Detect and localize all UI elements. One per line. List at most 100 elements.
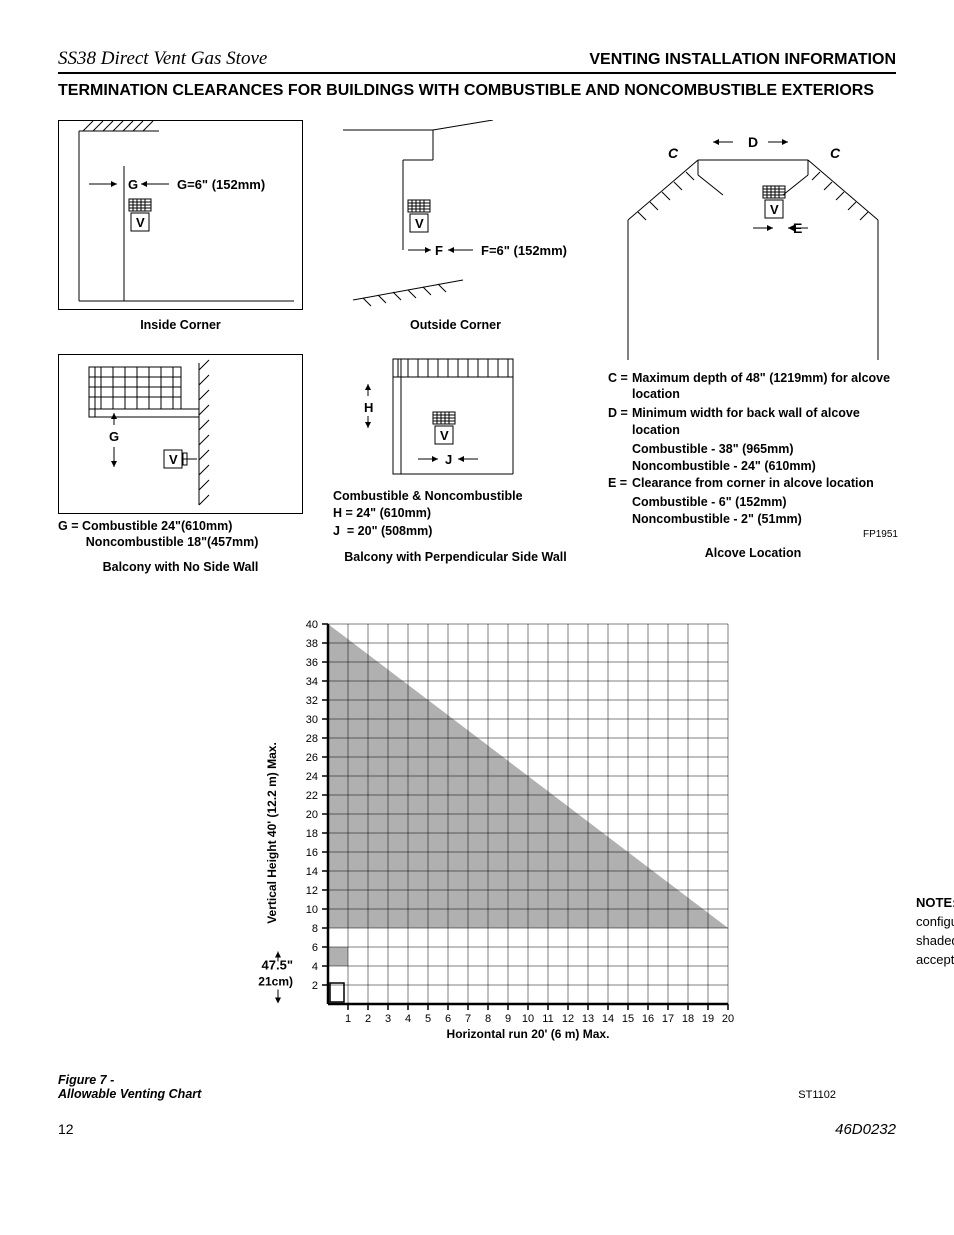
svg-text:17: 17 — [662, 1013, 674, 1025]
chart-caption: Figure 7 - Allowable Venting Chart — [58, 1073, 201, 1101]
svg-text:38: 38 — [306, 638, 318, 650]
svg-text:4: 4 — [405, 1013, 411, 1025]
svg-text:J: J — [445, 452, 452, 467]
section-title: VENTING INSTALLATION INFORMATION — [589, 51, 896, 69]
svg-text:6: 6 — [312, 942, 318, 954]
svg-text:8: 8 — [312, 923, 318, 935]
svg-text:14: 14 — [602, 1013, 614, 1025]
svg-text:32: 32 — [306, 695, 318, 707]
svg-text:10: 10 — [306, 904, 318, 916]
chart-section: 2468101214161820222426283032343638401234… — [58, 614, 896, 1101]
fig-balcony-no-sidewall: G V — [58, 354, 303, 514]
svg-text:2: 2 — [312, 980, 318, 992]
svg-text:10: 10 — [522, 1013, 534, 1025]
main-heading: TERMINATION CLEARANCES FOR BUILDINGS WIT… — [58, 80, 896, 102]
svg-text:V: V — [770, 202, 779, 217]
venting-chart-svg: 2468101214161820222426283032343638401234… — [258, 614, 738, 1054]
svg-text:1: 1 — [345, 1013, 351, 1025]
doc-number: 46D0232 — [835, 1121, 896, 1138]
svg-text:G=6" (152mm): G=6" (152mm) — [177, 177, 265, 192]
svg-text:C: C — [668, 145, 679, 161]
page-footer: 12 46D0232 — [58, 1121, 896, 1138]
svg-text:18: 18 — [306, 828, 318, 840]
svg-text:F=6" (152mm): F=6" (152mm) — [481, 243, 567, 258]
page-number: 12 — [58, 1121, 74, 1137]
spec-e2: Combustible - 6" (152mm) — [632, 494, 898, 511]
svg-text:34: 34 — [306, 676, 318, 688]
svg-text:12: 12 — [306, 885, 318, 897]
svg-text:Horizontal run 20' (6 m) Max.: Horizontal run 20' (6 m) Max. — [447, 1027, 610, 1041]
svg-text:28: 28 — [306, 733, 318, 745]
svg-text:26: 26 — [306, 752, 318, 764]
svg-text:Vertical Height 40' (12.2 m) M: Vertical Height 40' (12.2 m) Max. — [265, 742, 279, 924]
fig-outside-corner: V F F=6" (152mm) — [333, 120, 578, 310]
svg-text:16: 16 — [306, 847, 318, 859]
svg-text:D: D — [748, 134, 758, 150]
balcony-no-caption: Balcony with No Side Wall — [58, 560, 303, 574]
alcove-svg: C C D V E — [608, 120, 898, 370]
svg-text:12: 12 — [562, 1013, 574, 1025]
svg-text:7: 7 — [465, 1013, 471, 1025]
svg-text:G: G — [128, 177, 138, 192]
svg-text:V: V — [440, 428, 449, 443]
svg-text:8: 8 — [485, 1013, 491, 1025]
outside-corner-caption: Outside Corner — [333, 318, 578, 332]
col-left: G G=6" (152mm) V Inside Corner — [58, 120, 303, 575]
svg-text:(121cm): (121cm) — [258, 975, 293, 989]
alcove-figref: FP1951 — [608, 529, 898, 540]
diagrams-row: G G=6" (152mm) V Inside Corner — [58, 120, 896, 575]
col-right: C C D V E C =Maxi — [608, 120, 898, 575]
svg-text:22: 22 — [306, 790, 318, 802]
spec-e1: Clearance from corner in alcove location — [632, 475, 898, 492]
svg-text:11: 11 — [542, 1013, 553, 1025]
col-mid: V F F=6" (152mm) Outside Corner — [333, 120, 578, 575]
spec-d3: Noncombustible - 24" (610mm) — [632, 458, 898, 475]
svg-text:13: 13 — [582, 1013, 594, 1025]
svg-text:9: 9 — [505, 1013, 511, 1025]
fig-balcony-perp: H V J — [333, 354, 578, 484]
svg-text:6: 6 — [445, 1013, 451, 1025]
inside-corner-svg: G G=6" (152mm) V — [59, 121, 302, 309]
svg-text:16: 16 — [642, 1013, 654, 1025]
svg-text:40: 40 — [306, 619, 318, 631]
page-header: SS38 Direct Vent Gas Stove VENTING INSTA… — [58, 48, 896, 74]
spec-d1: Minimum width for back wall of alcove lo… — [632, 405, 898, 439]
chart-note: NOTE: Any vent configuration within the … — [916, 894, 954, 969]
svg-text:F: F — [435, 243, 443, 258]
outside-corner-svg: V F F=6" (152mm) — [333, 120, 578, 310]
svg-text:H: H — [364, 400, 373, 415]
svg-text:C: C — [830, 145, 841, 161]
spec-d2: Combustible - 38" (965mm) — [632, 441, 898, 458]
svg-text:G: G — [109, 429, 119, 444]
svg-text:20: 20 — [722, 1013, 734, 1025]
svg-text:47.5": 47.5" — [262, 958, 293, 973]
svg-text:V: V — [169, 452, 178, 467]
svg-text:15: 15 — [622, 1013, 634, 1025]
inside-corner-caption: Inside Corner — [58, 318, 303, 332]
fig-alcove: C C D V E — [608, 120, 898, 370]
spec-e3: Noncombustible - 2" (51mm) — [632, 511, 898, 528]
svg-text:V: V — [415, 216, 424, 231]
svg-text:20: 20 — [306, 809, 318, 821]
svg-text:24: 24 — [306, 771, 318, 783]
svg-text:3: 3 — [385, 1013, 391, 1025]
balcony-no-note: G = Combustible 24"(610mm) Noncombustibl… — [58, 518, 303, 551]
svg-text:30: 30 — [306, 714, 318, 726]
svg-text:2: 2 — [365, 1013, 371, 1025]
svg-text:18: 18 — [682, 1013, 694, 1025]
chart-wrap: 2468101214161820222426283032343638401234… — [258, 614, 896, 1057]
balcony-perp-note: Combustible & Noncombustible H = 24" (61… — [333, 488, 578, 541]
svg-text:14: 14 — [306, 866, 318, 878]
alcove-specs: C =Maximum depth of 48" (1219mm) for alc… — [608, 370, 898, 528]
svg-text:36: 36 — [306, 657, 318, 669]
svg-text:4: 4 — [312, 961, 318, 973]
chart-figref: ST1102 — [798, 1089, 836, 1101]
balcony-perp-svg: H V J — [333, 354, 578, 484]
balcony-no-svg: G V — [59, 355, 302, 513]
spec-c: Maximum depth of 48" (1219mm) for alcove… — [632, 370, 898, 404]
fig-inside-corner: G G=6" (152mm) V — [58, 120, 303, 310]
alcove-caption: Alcove Location — [608, 546, 898, 560]
product-title: SS38 Direct Vent Gas Stove — [58, 48, 267, 70]
svg-text:5: 5 — [425, 1013, 431, 1025]
svg-text:V: V — [136, 215, 145, 230]
